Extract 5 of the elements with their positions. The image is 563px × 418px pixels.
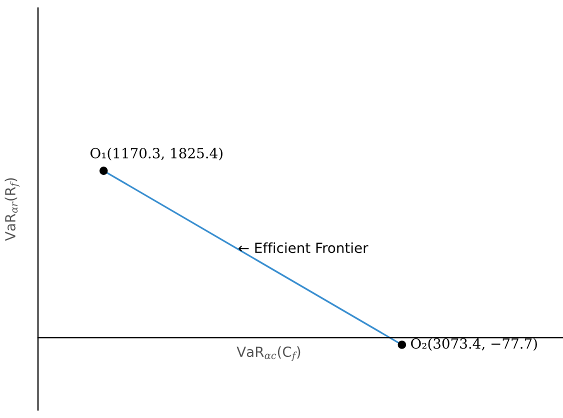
x-axis-title: VaR$_{αc}$(C$_{f}$) xyxy=(236,346,300,362)
data-label: O₂(3073.4, −77.7) xyxy=(411,338,537,351)
annotation: ← Efficient Frontier xyxy=(238,242,368,254)
y-axis-title: VaR$_{αr}$(R$_{f}$) xyxy=(4,178,20,241)
data-label: O₁(1170.3, 1825.4) xyxy=(90,148,222,160)
